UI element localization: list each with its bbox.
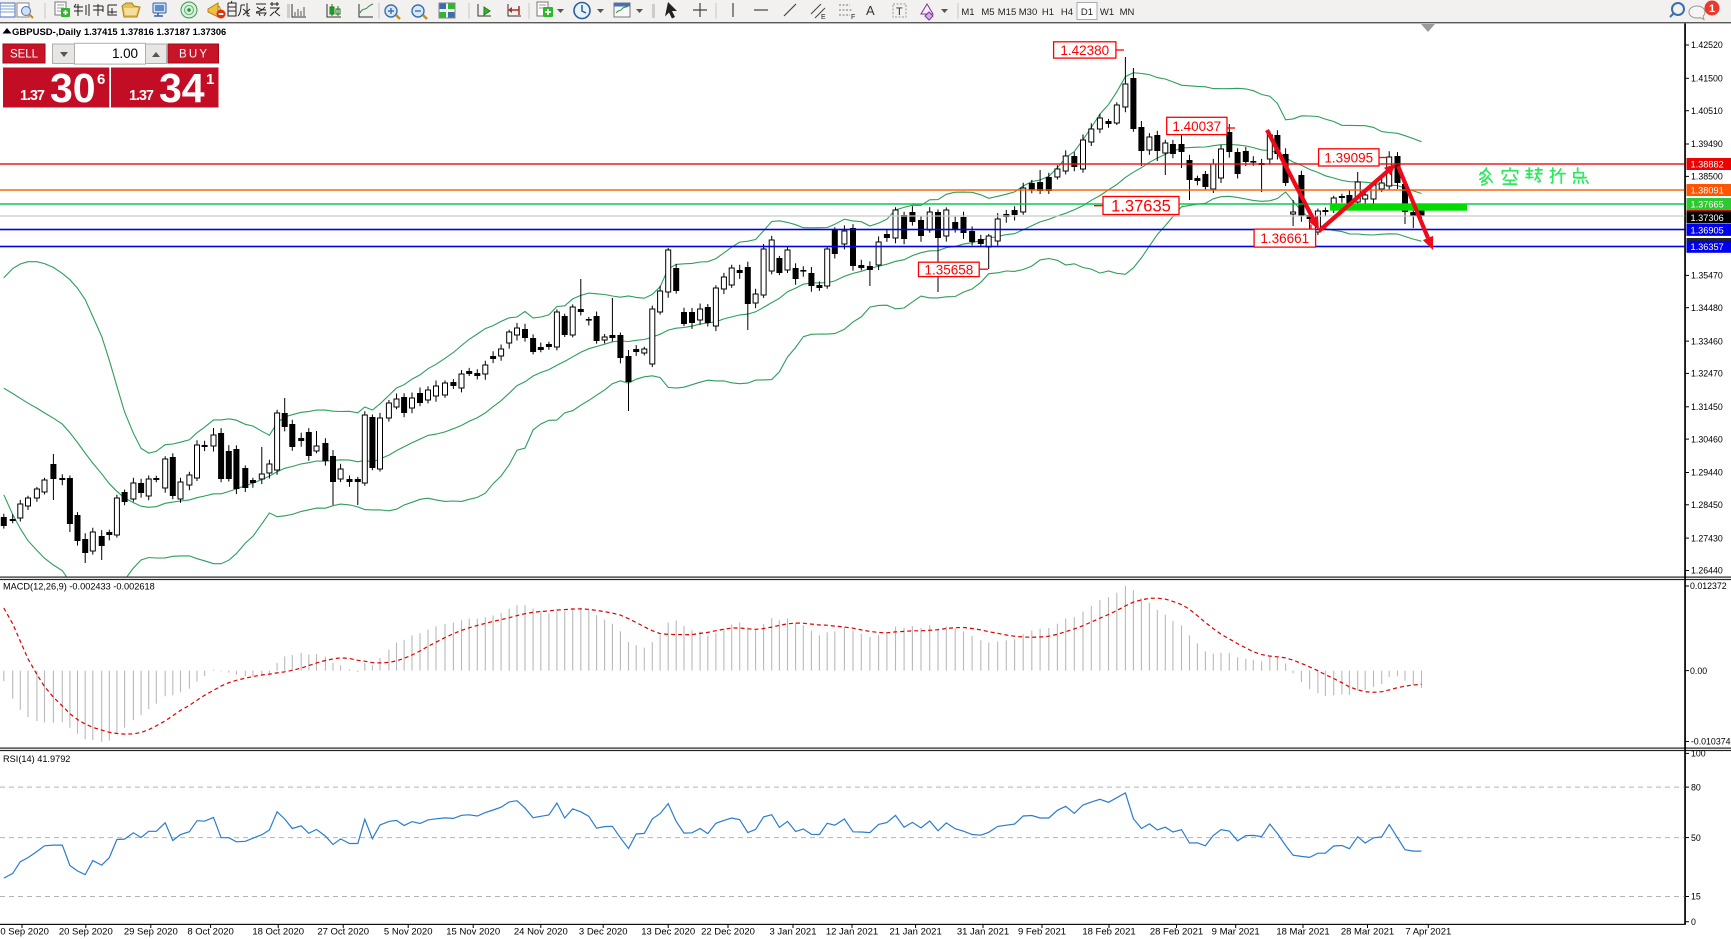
svg-text:BUY: BUY — [179, 49, 207, 61]
svg-text:1.37: 1.37 — [129, 88, 154, 104]
svg-text:80: 80 — [1691, 782, 1701, 792]
svg-text:1.36357: 1.36357 — [1691, 242, 1724, 252]
svg-text:1.32470: 1.32470 — [1691, 369, 1723, 379]
svg-text:1.36661: 1.36661 — [1260, 231, 1309, 246]
svg-text:1.42380: 1.42380 — [1060, 43, 1109, 58]
svg-text:10 Sep 2020: 10 Sep 2020 — [0, 927, 49, 938]
svg-text:1.27430: 1.27430 — [1691, 533, 1723, 543]
svg-text:W1: W1 — [1100, 7, 1114, 18]
svg-text:1.39490: 1.39490 — [1691, 139, 1723, 149]
svg-text:1.38091: 1.38091 — [1691, 185, 1724, 195]
svg-text:15 Nov 2020: 15 Nov 2020 — [446, 927, 500, 938]
svg-text:1.29440: 1.29440 — [1691, 468, 1723, 478]
svg-text:M1: M1 — [961, 7, 974, 18]
svg-text:RSI(14) 41.9792: RSI(14) 41.9792 — [3, 754, 70, 764]
svg-text:9 Mar 2021: 9 Mar 2021 — [1212, 927, 1260, 938]
svg-text:18 Oct 2020: 18 Oct 2020 — [252, 927, 304, 938]
svg-text:5 Nov 2020: 5 Nov 2020 — [384, 927, 433, 938]
svg-text:1.28450: 1.28450 — [1691, 500, 1723, 510]
svg-text:9 Feb 2021: 9 Feb 2021 — [1018, 927, 1066, 938]
svg-text:0: 0 — [1691, 917, 1696, 927]
svg-text:H1: H1 — [1042, 7, 1054, 18]
svg-text:1: 1 — [1709, 3, 1715, 15]
svg-text:18 Mar 2021: 18 Mar 2021 — [1276, 927, 1329, 938]
svg-text:1.37306: 1.37306 — [1691, 213, 1724, 223]
svg-text:1.40037: 1.40037 — [1172, 119, 1221, 134]
svg-text:1.00: 1.00 — [112, 46, 138, 61]
svg-text:1.26440: 1.26440 — [1691, 566, 1723, 576]
svg-text:24 Nov 2020: 24 Nov 2020 — [514, 927, 568, 938]
svg-text:M5: M5 — [981, 7, 994, 18]
svg-text:1.40510: 1.40510 — [1691, 106, 1723, 116]
svg-text:6: 6 — [97, 71, 105, 88]
svg-text:1.39095: 1.39095 — [1324, 150, 1373, 165]
svg-text:21 Jan 2021: 21 Jan 2021 — [889, 927, 941, 938]
svg-text:1.37: 1.37 — [20, 88, 45, 104]
svg-text:31 Jan 2021: 31 Jan 2021 — [957, 927, 1009, 938]
svg-text:30: 30 — [50, 65, 96, 111]
svg-text:0.00: 0.00 — [1690, 666, 1707, 676]
svg-text:A: A — [866, 3, 875, 18]
svg-text:1.42520: 1.42520 — [1691, 40, 1723, 50]
svg-text:22 Dec 2020: 22 Dec 2020 — [701, 927, 755, 938]
svg-text:1.34480: 1.34480 — [1691, 303, 1723, 313]
svg-text:T: T — [896, 6, 903, 18]
svg-text:3 Dec 2020: 3 Dec 2020 — [579, 927, 628, 938]
svg-text:7 Apr 2021: 7 Apr 2021 — [1405, 927, 1451, 938]
svg-text:F: F — [851, 14, 855, 21]
svg-text:13 Dec 2020: 13 Dec 2020 — [641, 927, 695, 938]
svg-text:1.35470: 1.35470 — [1691, 271, 1723, 281]
svg-text:3 Jan 2021: 3 Jan 2021 — [769, 927, 816, 938]
svg-text:1: 1 — [206, 71, 214, 88]
svg-text:1.33460: 1.33460 — [1691, 336, 1723, 346]
svg-text:M30: M30 — [1019, 7, 1037, 18]
svg-text:1.35658: 1.35658 — [924, 262, 973, 277]
svg-text:50: 50 — [1691, 833, 1701, 843]
svg-text:1.31450: 1.31450 — [1691, 402, 1723, 412]
svg-text:1.30460: 1.30460 — [1691, 434, 1723, 444]
svg-text:1.37415 1.37816 1.37187 1.3730: 1.37415 1.37816 1.37187 1.37306 — [84, 27, 226, 37]
svg-text:0.012372: 0.012372 — [1690, 581, 1727, 591]
svg-text:E: E — [821, 14, 826, 21]
svg-text:MN: MN — [1120, 7, 1135, 18]
svg-text:8 Oct 2020: 8 Oct 2020 — [187, 927, 233, 938]
svg-text:1.36905: 1.36905 — [1691, 225, 1724, 235]
svg-text:D1: D1 — [1081, 7, 1093, 18]
svg-text:M15: M15 — [998, 7, 1016, 18]
svg-text:18 Feb 2021: 18 Feb 2021 — [1082, 927, 1135, 938]
svg-text:28 Mar 2021: 28 Mar 2021 — [1341, 927, 1394, 938]
svg-text:MACD(12,26,9) -0.002433 -0.002: MACD(12,26,9) -0.002433 -0.002618 — [3, 582, 155, 592]
svg-text:1.41500: 1.41500 — [1691, 74, 1723, 84]
svg-text:-0.010374: -0.010374 — [1691, 737, 1731, 747]
svg-text:28 Feb 2021: 28 Feb 2021 — [1150, 927, 1203, 938]
svg-text:15: 15 — [1691, 892, 1701, 902]
svg-text:20 Sep 2020: 20 Sep 2020 — [59, 927, 113, 938]
svg-text:1.38500: 1.38500 — [1691, 172, 1723, 182]
svg-text:1.37665: 1.37665 — [1691, 199, 1724, 209]
svg-text:H4: H4 — [1061, 7, 1073, 18]
svg-text:SELL: SELL — [10, 49, 39, 61]
svg-text:12 Jan 2021: 12 Jan 2021 — [826, 927, 878, 938]
svg-text:27 Oct 2020: 27 Oct 2020 — [317, 927, 369, 938]
svg-text:GBPUSD-,Daily: GBPUSD-,Daily — [12, 27, 82, 38]
svg-text:1.38882: 1.38882 — [1691, 159, 1724, 169]
svg-text:100: 100 — [1691, 749, 1706, 759]
svg-text:29 Sep 2020: 29 Sep 2020 — [124, 927, 178, 938]
svg-text:34: 34 — [159, 65, 205, 111]
svg-text:1.37635: 1.37635 — [1111, 197, 1171, 215]
